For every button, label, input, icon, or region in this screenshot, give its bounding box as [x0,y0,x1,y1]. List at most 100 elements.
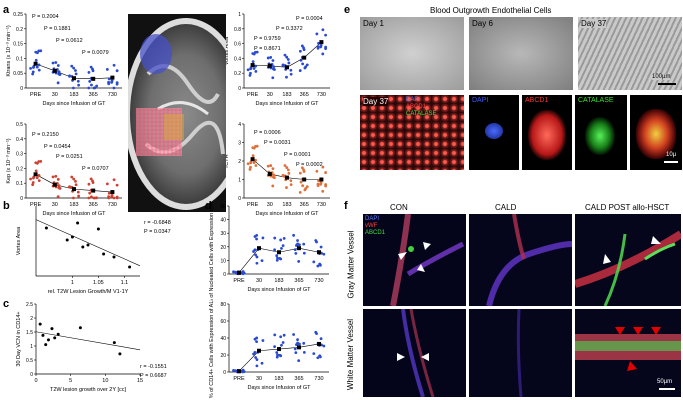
x-tick-label: 730 [108,202,117,208]
abcd1-cell-blob [528,110,566,160]
data-point [115,81,119,85]
panel-label-e: e [344,4,351,16]
data-point [321,52,325,56]
stat-annotation: P = 0.6687 [140,373,167,379]
data-point [50,327,54,331]
y-axis-label: % of Nucleated Cells with Expression of … [209,202,215,300]
data-point [278,257,282,260]
data-point [299,58,303,62]
x-tick-label: 365 [89,92,98,98]
data-point [51,61,55,65]
mean-marker [91,188,96,193]
x-tick-label: 183 [282,92,291,98]
data-point [255,261,259,265]
mean-marker [277,347,281,352]
x-tick-label: 365 [89,202,98,208]
y-tick-label: 2 [238,159,241,165]
dapi-channel-image: DAPI [469,95,519,170]
data-point [232,270,235,274]
data-point [296,239,299,242]
data-point [302,251,306,255]
data-point [128,265,132,269]
catalase-cell-blob [585,117,615,155]
data-point [77,194,81,198]
data-point [298,69,302,72]
x-tick-label: 730 [314,278,323,284]
data-point [56,81,60,85]
data-point [275,355,279,359]
data-point [319,337,323,341]
data-point [56,177,60,181]
y-tick-label: 0.8 [234,27,241,33]
mean-marker [250,63,255,68]
p-value-annotation: P = 0.0079 [82,50,109,56]
merge-legend-dapi: DAPI [406,97,421,103]
panel-e-title: Blood Outgrowth Endothelial Cells [430,6,552,15]
y-tick-label: 0 [20,196,23,202]
data-point [95,84,99,88]
data-point [118,352,122,356]
data-point [77,83,81,87]
mean-marker [285,65,289,70]
x-tick-label: 5 [69,378,72,384]
panel-label-c: c [3,298,10,310]
stain-legend-vwf: vWF [365,223,378,229]
data-point [302,341,306,345]
abcd1-channel-image: ABCD1 [522,95,572,170]
data-point [261,236,265,240]
x-tick-label: 15 [137,378,143,384]
data-point [276,256,279,260]
data-point [96,227,100,231]
data-point [285,166,289,169]
data-point [74,72,78,76]
data-point [115,195,119,199]
data-point [251,52,255,55]
y-tick-label: 10 [220,258,226,264]
x-tick-label: 30 [256,376,262,382]
mean-marker [317,341,321,346]
micrograph-day6: Day 6 [469,17,573,90]
stain-legend-dapi: DAPI [365,216,380,222]
data-point [107,191,111,195]
y-tick-label: 0 [20,86,23,92]
x-tick-label: 365 [300,202,309,208]
data-point [255,340,258,343]
p-value-annotation: P = 0.3372 [276,26,303,32]
y-tick-label: 0.6 [234,42,241,48]
mean-marker [267,171,272,176]
data-point [252,67,256,70]
data-point [56,332,60,336]
merge-legend-abcd1: ABCD1 [406,104,427,110]
data-point [68,185,72,189]
data-point [107,82,111,86]
y-tick-label: 1 [238,178,241,184]
data-point [90,83,93,87]
x-tick-label: 30 [256,278,262,284]
data-point [46,338,50,342]
mean-marker [72,187,76,192]
data-point [289,179,293,183]
mean-marker [297,345,301,350]
y-tick-label: 0 [223,370,226,376]
data-point [282,236,286,240]
gray-post-hsct-vessel [575,230,681,306]
channel-label-dapi: DAPI [472,97,489,104]
y-tick-label: 0.2 [16,27,23,33]
data-point [315,332,318,336]
y-tick-label: 0.1 [16,56,23,62]
x-tick-label: 365 [300,92,309,98]
y-tick-label: 0.3 [16,152,23,158]
x-axis-label: Days since Infusion of GT [43,211,107,217]
data-point [315,169,319,173]
x-tick-label: PRE [247,202,259,208]
panel-f-scale-bar-label: 50µm [657,379,673,385]
mean-marker [52,182,57,187]
x-tick-label: 183 [274,278,283,284]
data-point [54,61,58,64]
data-point [87,182,91,186]
x-tick-label: 183 [69,202,78,208]
p-value-annotation: P = 0.0707 [82,166,109,172]
chart-a3: 0 0.1 0.2 0.3 0.4 0.5 Kep (x 10⁻³ min⁻¹) Days s… [6,122,122,217]
white-cald-image [469,309,572,397]
data-point [56,64,60,67]
